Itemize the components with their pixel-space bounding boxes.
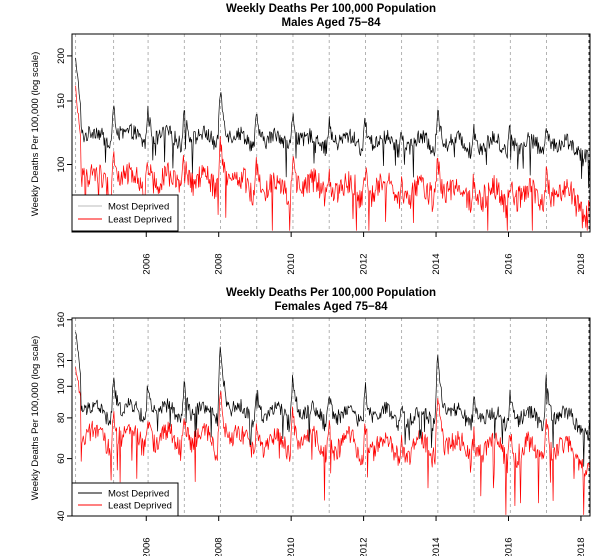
- x-tick-label: 2018: [576, 537, 587, 556]
- y-tick-label: 100: [56, 378, 67, 394]
- x-tick-label: 2010: [286, 253, 297, 274]
- y-axis-label: Weekly Deaths Per 100,000 (log scale): [30, 52, 41, 217]
- gridlines: [75, 318, 590, 516]
- x-tick-label: 2018: [576, 253, 587, 274]
- y-tick-label: 200: [56, 48, 67, 64]
- x-tick-label: 2016: [503, 537, 514, 556]
- legend-box: [71, 482, 179, 517]
- series-line-most-deprived: [75, 57, 590, 189]
- series-line-most-deprived: [75, 332, 590, 467]
- y-axis-label: Weekly Deaths Per 100,000 (log scale): [30, 336, 41, 501]
- x-axis: 2006 2008 2010 2012 2014 2016 2018: [141, 516, 587, 556]
- chart-subtitle: Males Aged 75−84: [282, 17, 382, 29]
- legend-label-least: Least Deprived: [108, 501, 172, 512]
- chart-panel-males: Weekly Deaths Per 100,000 Population Mal…: [30, 3, 591, 275]
- chart-panel-females: Weekly Deaths Per 100,000 Population Fem…: [30, 287, 591, 556]
- x-tick-label: 2006: [141, 253, 152, 274]
- y-axis: 100 150 200: [56, 48, 72, 172]
- x-tick-label: 2016: [503, 253, 514, 274]
- x-tick-label: 2014: [431, 537, 442, 556]
- chart-subtitle: Females Aged 75−84: [274, 301, 388, 313]
- plot-frame: [71, 33, 591, 233]
- legend-label-least: Least Deprived: [108, 215, 172, 226]
- series-group: [75, 332, 590, 515]
- y-tick-label: 120: [56, 353, 67, 369]
- x-tick-label: 2008: [214, 537, 225, 556]
- x-tick-label: 2008: [214, 253, 225, 274]
- series-line-least-deprived: [75, 367, 590, 515]
- plot-frame: [71, 317, 591, 517]
- legend: Most Deprived Least Deprived: [71, 194, 179, 232]
- y-tick-label: 150: [56, 93, 67, 109]
- series-line-least-deprived: [75, 85, 590, 231]
- x-tick-label: 2012: [359, 253, 370, 274]
- x-tick-label: 2010: [286, 537, 297, 556]
- x-tick-label: 2014: [431, 253, 442, 274]
- chart-title: Weekly Deaths Per 100,000 Population: [226, 3, 436, 15]
- chart-title: Weekly Deaths Per 100,000 Population: [226, 287, 436, 299]
- legend: Most Deprived Least Deprived: [71, 482, 179, 517]
- legend-label-most: Most Deprived: [108, 202, 169, 213]
- x-tick-label: 2006: [141, 537, 152, 556]
- y-tick-label: 80: [56, 413, 67, 424]
- y-tick-label: 40: [56, 511, 67, 522]
- y-tick-label: 60: [56, 453, 67, 464]
- legend-label-most: Most Deprived: [108, 489, 169, 500]
- series-group: [75, 57, 590, 231]
- y-axis: 40 60 80 100 120 160: [56, 312, 72, 521]
- legend-box: [71, 194, 179, 232]
- x-tick-label: 2012: [359, 537, 370, 556]
- y-tick-label: 160: [56, 312, 67, 328]
- x-axis: 2006 2008 2010 2012 2014 2016 2018: [141, 232, 587, 275]
- y-tick-label: 100: [56, 157, 67, 173]
